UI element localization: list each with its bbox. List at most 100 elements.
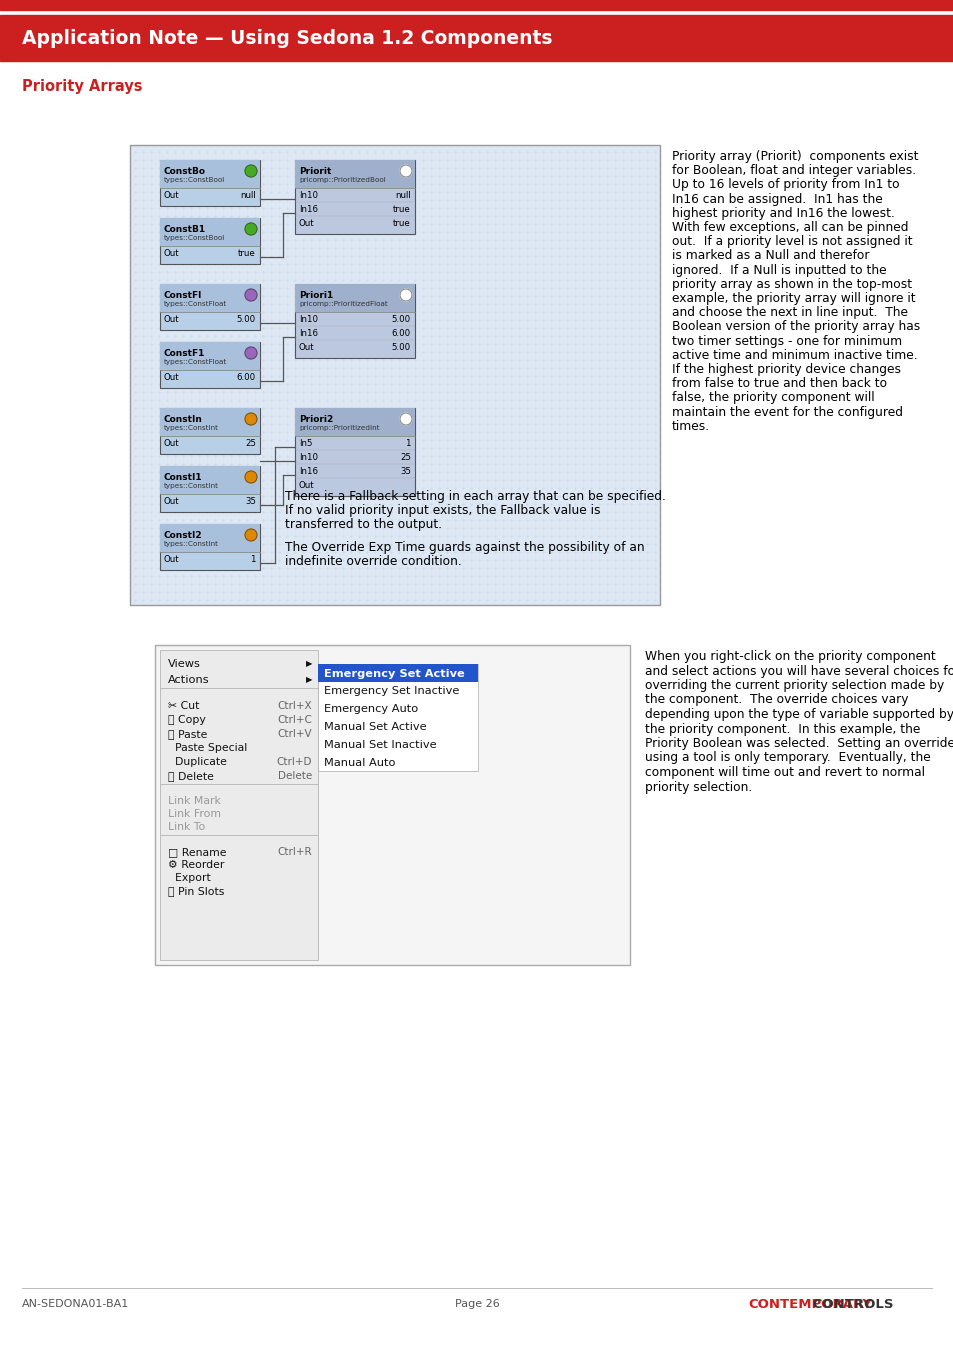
Text: ignored.  If a Null is inputted to the: ignored. If a Null is inputted to the xyxy=(671,263,885,277)
Text: In16: In16 xyxy=(298,204,317,213)
Text: Ctrl+C: Ctrl+C xyxy=(276,716,312,725)
Text: Ctrl+R: Ctrl+R xyxy=(277,846,312,857)
Text: Link From: Link From xyxy=(168,809,221,819)
Bar xyxy=(160,466,260,494)
Text: priority array as shown in the top-most: priority array as shown in the top-most xyxy=(671,278,911,290)
Text: ConstIn: ConstIn xyxy=(164,414,203,424)
Text: null: null xyxy=(240,190,255,200)
Text: is marked as a Null and therefor: is marked as a Null and therefor xyxy=(671,250,868,262)
Text: Out: Out xyxy=(164,315,179,324)
Text: 25: 25 xyxy=(245,439,255,447)
Text: Manual Auto: Manual Auto xyxy=(324,757,395,768)
Text: 6.00: 6.00 xyxy=(392,328,411,338)
Text: If the highest priority device changes: If the highest priority device changes xyxy=(671,363,900,377)
Text: Out: Out xyxy=(298,481,314,490)
Text: □ Rename: □ Rename xyxy=(168,846,226,857)
Text: and choose the next in line input.  The: and choose the next in line input. The xyxy=(671,306,907,319)
Text: types::ConstInt: types::ConstInt xyxy=(164,425,219,431)
Text: and select actions you will have several choices for: and select actions you will have several… xyxy=(644,664,953,678)
Text: types::ConstBool: types::ConstBool xyxy=(164,235,225,242)
Bar xyxy=(160,408,260,436)
Bar xyxy=(160,342,260,387)
Text: In16: In16 xyxy=(298,328,317,338)
Text: ⭐ Pin Slots: ⭐ Pin Slots xyxy=(168,886,224,896)
Circle shape xyxy=(245,289,256,301)
Bar xyxy=(160,161,260,188)
Bar xyxy=(294,284,415,358)
Text: two timer settings - one for minimum: two timer settings - one for minimum xyxy=(671,335,902,347)
Text: types::ConstInt: types::ConstInt xyxy=(164,541,219,547)
Text: pricomp::PrioritizedBool: pricomp::PrioritizedBool xyxy=(298,177,385,184)
Text: With few exceptions, all can be pinned: With few exceptions, all can be pinned xyxy=(671,221,907,234)
Text: Out: Out xyxy=(164,373,179,382)
Bar xyxy=(0,15,953,61)
Bar xyxy=(160,217,260,265)
Text: ConstI2: ConstI2 xyxy=(164,531,202,540)
Circle shape xyxy=(399,289,412,301)
Text: Export: Export xyxy=(168,873,211,883)
Bar xyxy=(294,161,415,234)
Bar xyxy=(160,284,260,329)
Text: 5.00: 5.00 xyxy=(392,315,411,324)
Text: Emergency Auto: Emergency Auto xyxy=(324,703,417,714)
Text: ConstF1: ConstF1 xyxy=(164,350,205,358)
Text: ▶: ▶ xyxy=(305,660,312,668)
Text: 1: 1 xyxy=(251,555,255,563)
Circle shape xyxy=(245,165,256,177)
Text: 35: 35 xyxy=(245,497,255,505)
Bar xyxy=(294,161,415,188)
Text: false, the priority component will: false, the priority component will xyxy=(671,392,874,405)
Text: Priori1: Priori1 xyxy=(298,292,333,300)
Text: for Boolean, float and integer variables.: for Boolean, float and integer variables… xyxy=(671,165,915,177)
Text: Ctrl+X: Ctrl+X xyxy=(277,701,312,711)
Text: 35: 35 xyxy=(399,467,411,475)
Bar xyxy=(160,161,260,207)
Bar xyxy=(294,408,415,436)
Text: Out: Out xyxy=(164,248,179,258)
Text: ConstBo: ConstBo xyxy=(164,167,206,176)
Text: ⚙ Reorder: ⚙ Reorder xyxy=(168,860,224,869)
Text: out.  If a priority level is not assigned it: out. If a priority level is not assigned… xyxy=(671,235,912,248)
Text: true: true xyxy=(238,248,255,258)
Bar xyxy=(0,0,953,9)
Bar xyxy=(160,342,260,370)
Text: highest priority and In16 the lowest.: highest priority and In16 the lowest. xyxy=(671,207,894,220)
Bar xyxy=(160,217,260,246)
Text: 🔴 Delete: 🔴 Delete xyxy=(168,771,213,782)
Text: 📋 Copy: 📋 Copy xyxy=(168,716,206,725)
Text: active time and minimum inactive time.: active time and minimum inactive time. xyxy=(671,348,917,362)
Text: ▶: ▶ xyxy=(305,675,312,684)
Text: CONTROLS: CONTROLS xyxy=(747,1297,893,1311)
Text: In5: In5 xyxy=(298,439,313,447)
Text: the priority component.  In this example, the: the priority component. In this example,… xyxy=(644,722,920,736)
Text: Link To: Link To xyxy=(168,822,205,832)
Text: Priority Arrays: Priority Arrays xyxy=(22,80,142,94)
Text: If no valid priority input exists, the Fallback value is: If no valid priority input exists, the F… xyxy=(285,504,599,517)
Text: There is a Fallback setting in each array that can be specified.: There is a Fallback setting in each arra… xyxy=(285,490,665,504)
Text: ConstI1: ConstI1 xyxy=(164,472,202,482)
Bar xyxy=(160,649,317,960)
Text: In10: In10 xyxy=(298,315,317,324)
Bar xyxy=(317,664,477,682)
Text: Manual Set Inactive: Manual Set Inactive xyxy=(324,740,436,751)
Text: Out: Out xyxy=(164,439,179,447)
Text: Priority array (Priorit)  components exist: Priority array (Priorit) components exis… xyxy=(671,150,918,163)
Text: pricomp::PrioritizedFloat: pricomp::PrioritizedFloat xyxy=(298,301,387,306)
Bar xyxy=(160,524,260,570)
Text: Out: Out xyxy=(164,555,179,563)
Text: Out: Out xyxy=(298,219,314,228)
Bar xyxy=(160,284,260,312)
Text: In10: In10 xyxy=(298,452,317,462)
Text: In16: In16 xyxy=(298,467,317,475)
Text: ConstFl: ConstFl xyxy=(164,292,202,300)
Text: Ctrl+D: Ctrl+D xyxy=(276,757,312,767)
Bar xyxy=(160,408,260,454)
Text: Priori2: Priori2 xyxy=(298,414,333,424)
Text: priority selection.: priority selection. xyxy=(644,780,752,794)
Text: CONTEMPORARY: CONTEMPORARY xyxy=(747,1297,871,1311)
Text: Emergency Set Active: Emergency Set Active xyxy=(324,670,464,679)
Text: Page 26: Page 26 xyxy=(455,1299,498,1310)
Text: Boolean version of the priority array has: Boolean version of the priority array ha… xyxy=(671,320,920,333)
Text: Delete: Delete xyxy=(277,771,312,782)
Text: times.: times. xyxy=(671,420,709,433)
